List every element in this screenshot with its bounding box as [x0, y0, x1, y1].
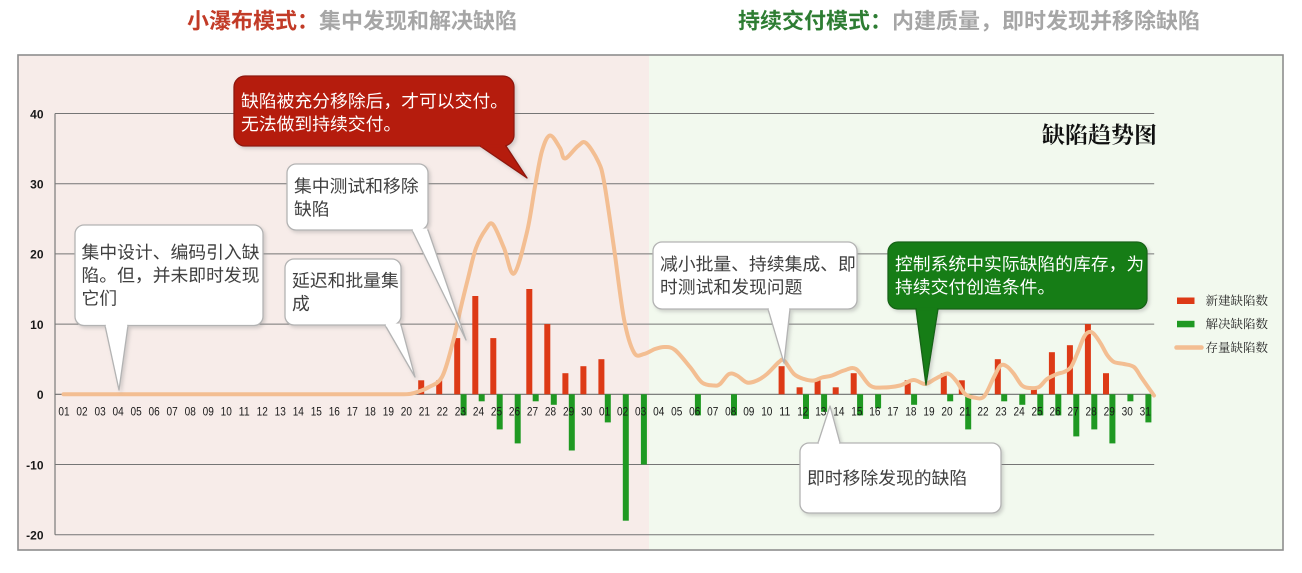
svg-text:-20: -20	[26, 529, 44, 543]
svg-text:18: 18	[905, 405, 916, 419]
svg-text:04: 04	[653, 405, 664, 419]
svg-text:22: 22	[977, 405, 988, 419]
svg-text:09: 09	[743, 405, 754, 419]
svg-text:25: 25	[1032, 405, 1043, 419]
svg-text:01: 01	[58, 405, 69, 419]
svg-text:-10: -10	[26, 458, 44, 472]
svg-text:09: 09	[203, 405, 214, 419]
svg-text:21: 21	[419, 405, 430, 419]
svg-text:40: 40	[30, 107, 44, 121]
svg-text:28: 28	[1086, 405, 1097, 419]
svg-text:08: 08	[725, 405, 736, 419]
svg-text:23: 23	[995, 405, 1006, 419]
svg-text:14: 14	[833, 405, 844, 419]
svg-text:06: 06	[689, 405, 700, 419]
svg-text:13: 13	[815, 405, 826, 419]
svg-text:03: 03	[635, 405, 646, 419]
svg-text:17: 17	[887, 405, 898, 419]
svg-text:30: 30	[30, 178, 44, 192]
svg-text:27: 27	[1068, 405, 1079, 419]
svg-text:14: 14	[293, 405, 304, 419]
svg-text:24: 24	[1014, 405, 1025, 419]
svg-text:20: 20	[30, 248, 44, 262]
svg-text:10: 10	[221, 405, 232, 419]
svg-text:10: 10	[30, 318, 44, 332]
svg-text:19: 19	[923, 405, 934, 419]
svg-text:26: 26	[1050, 405, 1061, 419]
svg-text:21: 21	[959, 405, 970, 419]
svg-text:03: 03	[95, 405, 106, 419]
svg-text:15: 15	[851, 405, 862, 419]
svg-text:25: 25	[491, 405, 502, 419]
svg-text:29: 29	[1104, 405, 1115, 419]
svg-text:16: 16	[329, 405, 340, 419]
svg-text:10: 10	[761, 405, 772, 419]
svg-text:24: 24	[473, 405, 484, 419]
svg-text:16: 16	[869, 405, 880, 419]
svg-text:13: 13	[275, 405, 286, 419]
svg-text:11: 11	[779, 405, 790, 419]
svg-text:07: 07	[707, 405, 718, 419]
svg-text:05: 05	[671, 405, 682, 419]
svg-text:12: 12	[257, 405, 268, 419]
svg-text:05: 05	[131, 405, 142, 419]
svg-text:22: 22	[437, 405, 448, 419]
svg-text:11: 11	[239, 405, 250, 419]
svg-text:17: 17	[347, 405, 358, 419]
svg-text:12: 12	[797, 405, 808, 419]
svg-text:31: 31	[1140, 405, 1151, 419]
svg-text:26: 26	[509, 405, 520, 419]
svg-text:08: 08	[185, 405, 196, 419]
svg-text:07: 07	[167, 405, 178, 419]
svg-text:20: 20	[941, 405, 952, 419]
svg-text:20: 20	[401, 405, 412, 419]
svg-text:27: 27	[527, 405, 538, 419]
svg-text:23: 23	[455, 405, 466, 419]
svg-text:02: 02	[76, 405, 87, 419]
svg-text:19: 19	[383, 405, 394, 419]
svg-text:30: 30	[1122, 405, 1133, 419]
svg-text:29: 29	[563, 405, 574, 419]
svg-text:06: 06	[149, 405, 160, 419]
svg-text:28: 28	[545, 405, 556, 419]
svg-text:0: 0	[37, 388, 44, 402]
svg-text:18: 18	[365, 405, 376, 419]
svg-text:02: 02	[617, 405, 628, 419]
svg-text:01: 01	[599, 405, 610, 419]
svg-text:30: 30	[581, 405, 592, 419]
svg-text:15: 15	[311, 405, 322, 419]
svg-text:04: 04	[113, 405, 124, 419]
